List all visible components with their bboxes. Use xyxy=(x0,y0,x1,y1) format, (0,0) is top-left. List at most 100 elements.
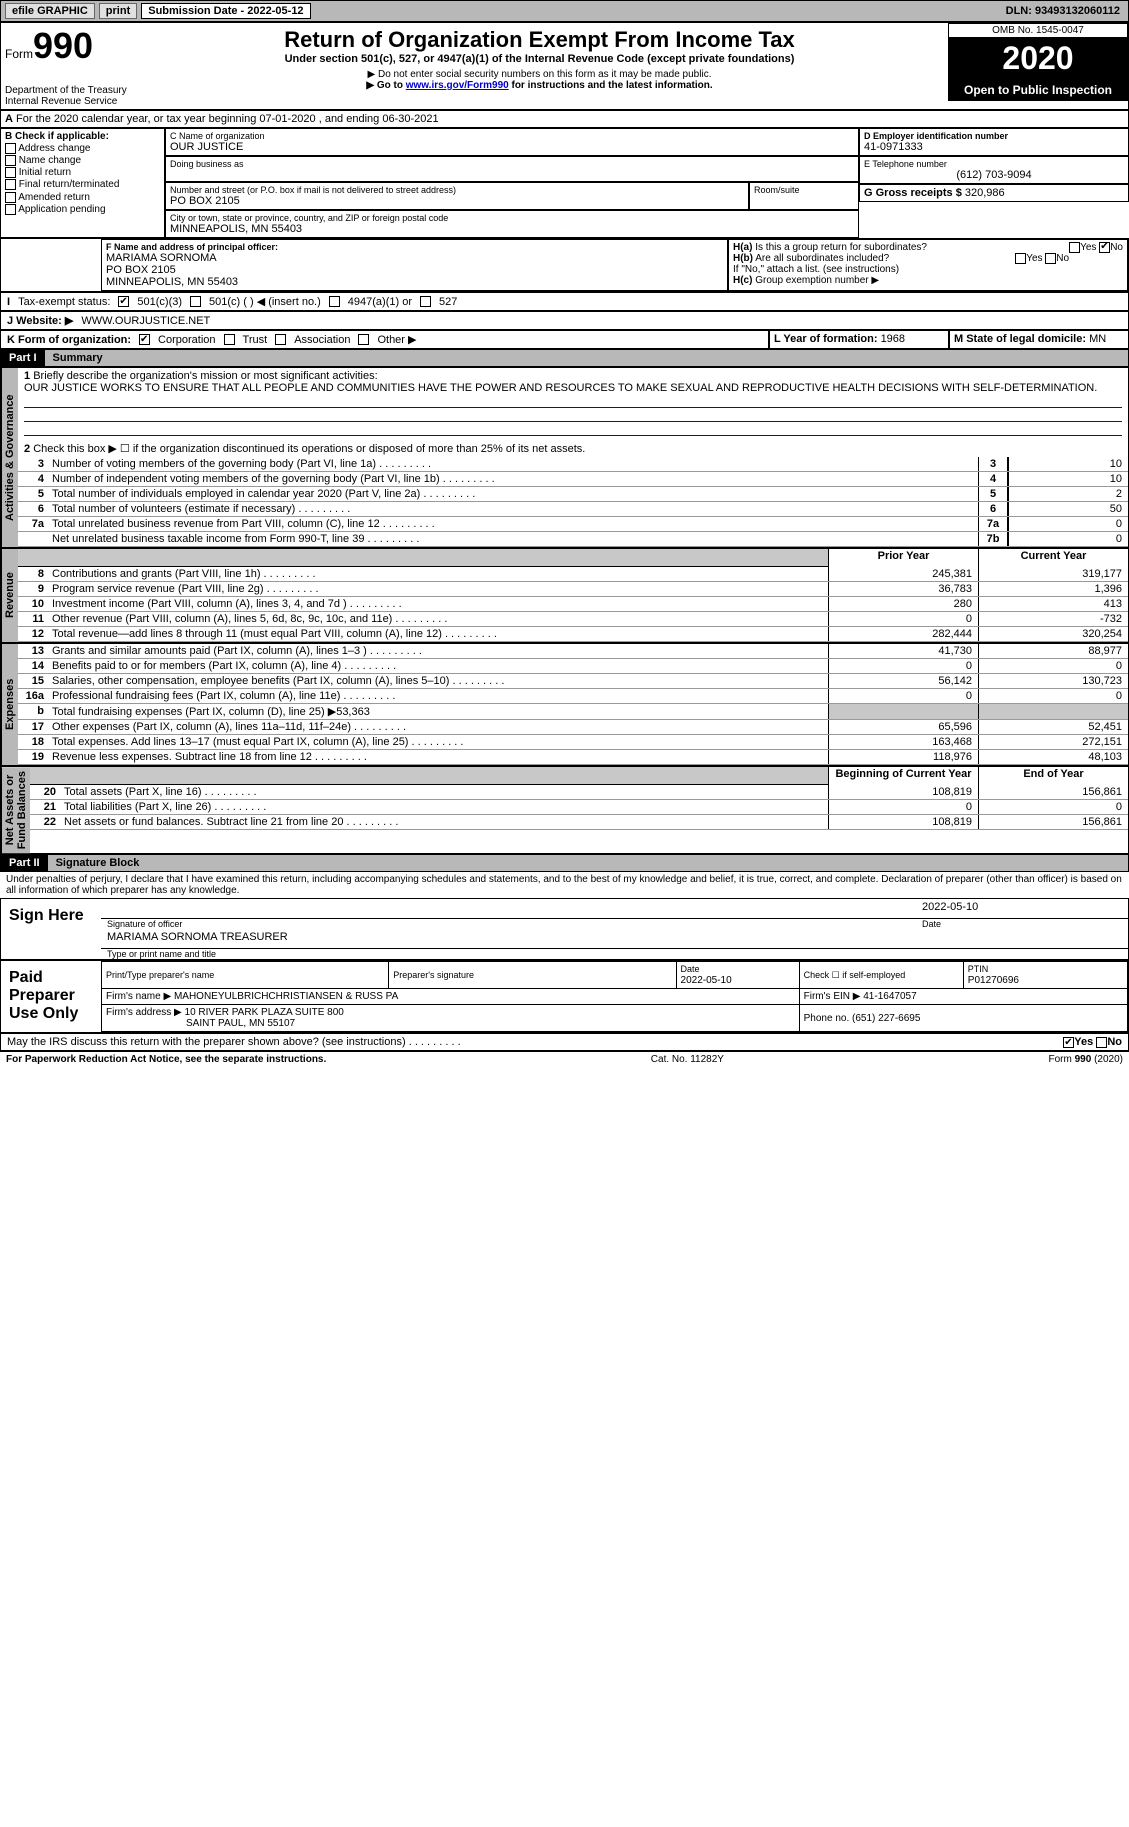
summary-line: 6Total number of volunteers (estimate if… xyxy=(18,502,1128,517)
part2-header: Part IISignature Block xyxy=(0,854,1129,872)
current-year-hdr: Current Year xyxy=(978,549,1128,567)
ha-no-checkbox[interactable] xyxy=(1099,242,1110,253)
other-checkbox[interactable] xyxy=(358,334,369,345)
preparer-table: Print/Type preparer's name Preparer's si… xyxy=(101,961,1128,1032)
address-label: Number and street (or P.O. box if mail i… xyxy=(170,185,744,195)
boxb-option[interactable]: Amended return xyxy=(5,192,160,203)
page-footer: For Paperwork Reduction Act Notice, see … xyxy=(0,1051,1129,1067)
financial-line: 21Total liabilities (Part X, line 26)00 xyxy=(30,800,1128,815)
dept-label: Department of the Treasury Internal Reve… xyxy=(5,85,127,107)
tax-year: 2020 xyxy=(948,38,1128,79)
sig-date: 2022-05-10 xyxy=(922,901,1122,916)
phone: (612) 703-9094 xyxy=(864,169,1124,181)
501c-checkbox[interactable] xyxy=(190,296,201,307)
top-toolbar: efile GRAPHIC print Submission Date - 20… xyxy=(0,0,1129,22)
section-b-through-g: B Check if applicable: Address change Na… xyxy=(0,128,1129,238)
row-m: M State of legal domicile: MN xyxy=(949,330,1129,349)
box-f-label: F Name and address of principal officer: xyxy=(106,242,723,252)
form-label: Form990 xyxy=(5,25,127,67)
financial-line: 12Total revenue—add lines 8 through 11 (… xyxy=(18,627,1128,642)
boxb-option[interactable]: Name change xyxy=(5,155,160,166)
ha-question: Is this a group return for subordinates? xyxy=(755,242,927,253)
website: WWW.OURJUSTICE.NET xyxy=(81,315,210,327)
beginning-year-hdr: Beginning of Current Year xyxy=(828,767,978,785)
open-to-public: Open to Public Inspection xyxy=(948,79,1128,101)
financial-line: 20Total assets (Part X, line 16)108,8191… xyxy=(30,785,1128,800)
financial-line: 18Total expenses. Add lines 13–17 (must … xyxy=(18,735,1128,750)
financial-line: 19Revenue less expenses. Subtract line 1… xyxy=(18,750,1128,765)
summary-line: Net unrelated business taxable income fr… xyxy=(18,532,1128,547)
financial-line: 9Program service revenue (Part VIII, lin… xyxy=(18,582,1128,597)
q1-label: Briefly describe the organization's miss… xyxy=(33,370,377,382)
financial-line: 8Contributions and grants (Part VIII, li… xyxy=(18,567,1128,582)
summary-line: 5Total number of individuals employed in… xyxy=(18,487,1128,502)
city-label: City or town, state or province, country… xyxy=(170,213,854,223)
ha-yes-checkbox[interactable] xyxy=(1069,242,1080,253)
financial-line: 11Other revenue (Part VIII, column (A), … xyxy=(18,612,1128,627)
firm-phone: (651) 227-6695 xyxy=(852,1013,920,1024)
row-a-tax-year: A For the 2020 calendar year, or tax yea… xyxy=(0,110,1129,128)
omb-number: OMB No. 1545-0047 xyxy=(948,23,1128,38)
corp-checkbox[interactable] xyxy=(139,334,150,345)
sig-label: Signature of officer xyxy=(107,919,922,929)
box-g-label: G Gross receipts $ xyxy=(864,187,965,199)
officer-name: MARIAMA SORNOMA xyxy=(106,252,723,264)
dba-label: Doing business as xyxy=(170,159,854,169)
date-label: Date xyxy=(922,919,1122,929)
form-header: Form990 Department of the Treasury Inter… xyxy=(0,22,1129,110)
financial-line: 14Benefits paid to or for members (Part … xyxy=(18,659,1128,674)
gross-receipts: 320,986 xyxy=(965,187,1005,199)
ssn-warning: ▶ Do not enter social security numbers o… xyxy=(135,69,944,80)
end-year-hdr: End of Year xyxy=(978,767,1128,785)
4947-checkbox[interactable] xyxy=(329,296,340,307)
firm-ein: 41-1647057 xyxy=(863,991,916,1002)
room-label: Room/suite xyxy=(754,185,854,195)
prior-year-hdr: Prior Year xyxy=(828,549,978,567)
box-b: B Check if applicable: Address change Na… xyxy=(0,128,165,238)
hb-question: Are all subordinates included? xyxy=(755,253,889,264)
ptin: P01270696 xyxy=(968,975,1019,986)
discuss-row: May the IRS discuss this return with the… xyxy=(0,1033,1129,1051)
mission-text: OUR JUSTICE WORKS TO ENSURE THAT ALL PEO… xyxy=(24,382,1097,394)
vlabel-governance: Activities & Governance xyxy=(1,368,18,547)
vlabel-expenses: Expenses xyxy=(1,644,18,765)
box-c-name-label: C Name of organization xyxy=(170,131,854,141)
hb-no-checkbox[interactable] xyxy=(1045,253,1056,264)
527-checkbox[interactable] xyxy=(420,296,431,307)
financial-line: 13Grants and similar amounts paid (Part … xyxy=(18,644,1128,659)
501c3-checkbox[interactable] xyxy=(118,296,129,307)
address: PO BOX 2105 xyxy=(170,195,744,207)
summary-line: 7aTotal unrelated business revenue from … xyxy=(18,517,1128,532)
officer-addr1: PO BOX 2105 xyxy=(106,264,723,276)
instructions-link[interactable]: www.irs.gov/Form990 xyxy=(406,80,509,91)
dln: DLN: 93493132060112 xyxy=(1006,5,1120,17)
financial-line: 16aProfessional fundraising fees (Part I… xyxy=(18,689,1128,704)
boxb-option[interactable]: Initial return xyxy=(5,167,160,178)
discuss-no-checkbox[interactable] xyxy=(1096,1037,1107,1048)
box-e-label: E Telephone number xyxy=(864,159,1124,169)
row-k: K Form of organization: Corporation Trus… xyxy=(0,330,769,349)
discuss-yes-checkbox[interactable] xyxy=(1063,1037,1074,1048)
perjury-declaration: Under penalties of perjury, I declare th… xyxy=(0,872,1129,898)
firm-name: MAHONEYULBRICHCHRISTIANSEN & RUSS PA xyxy=(174,991,398,1002)
financial-line: 10Investment income (Part VIII, column (… xyxy=(18,597,1128,612)
officer-addr2: MINNEAPOLIS, MN 55403 xyxy=(106,276,723,288)
q2-label: Check this box ▶ ☐ if the organization d… xyxy=(33,443,585,455)
trust-checkbox[interactable] xyxy=(224,334,235,345)
hb-yes-checkbox[interactable] xyxy=(1015,253,1026,264)
summary-line: 4Number of independent voting members of… xyxy=(18,472,1128,487)
financial-line: bTotal fundraising expenses (Part IX, co… xyxy=(18,704,1128,720)
assoc-checkbox[interactable] xyxy=(275,334,286,345)
financial-line: 15Salaries, other compensation, employee… xyxy=(18,674,1128,689)
hc-label: Group exemption number ▶ xyxy=(755,275,879,286)
boxb-option[interactable]: Application pending xyxy=(5,204,160,215)
officer-name-title: MARIAMA SORNOMA TREASURER xyxy=(101,929,1128,949)
efile-button[interactable]: efile GRAPHIC xyxy=(5,3,95,19)
financial-line: 22Net assets or fund balances. Subtract … xyxy=(30,815,1128,830)
financial-line: 17Other expenses (Part IX, column (A), l… xyxy=(18,720,1128,735)
print-button[interactable]: print xyxy=(99,3,137,19)
boxb-option[interactable]: Final return/terminated xyxy=(5,179,160,190)
box-d-label: D Employer identification number xyxy=(864,131,1124,141)
boxb-option[interactable]: Address change xyxy=(5,143,160,154)
row-i: ITax-exempt status: 501(c)(3) 501(c) ( )… xyxy=(0,292,1129,311)
